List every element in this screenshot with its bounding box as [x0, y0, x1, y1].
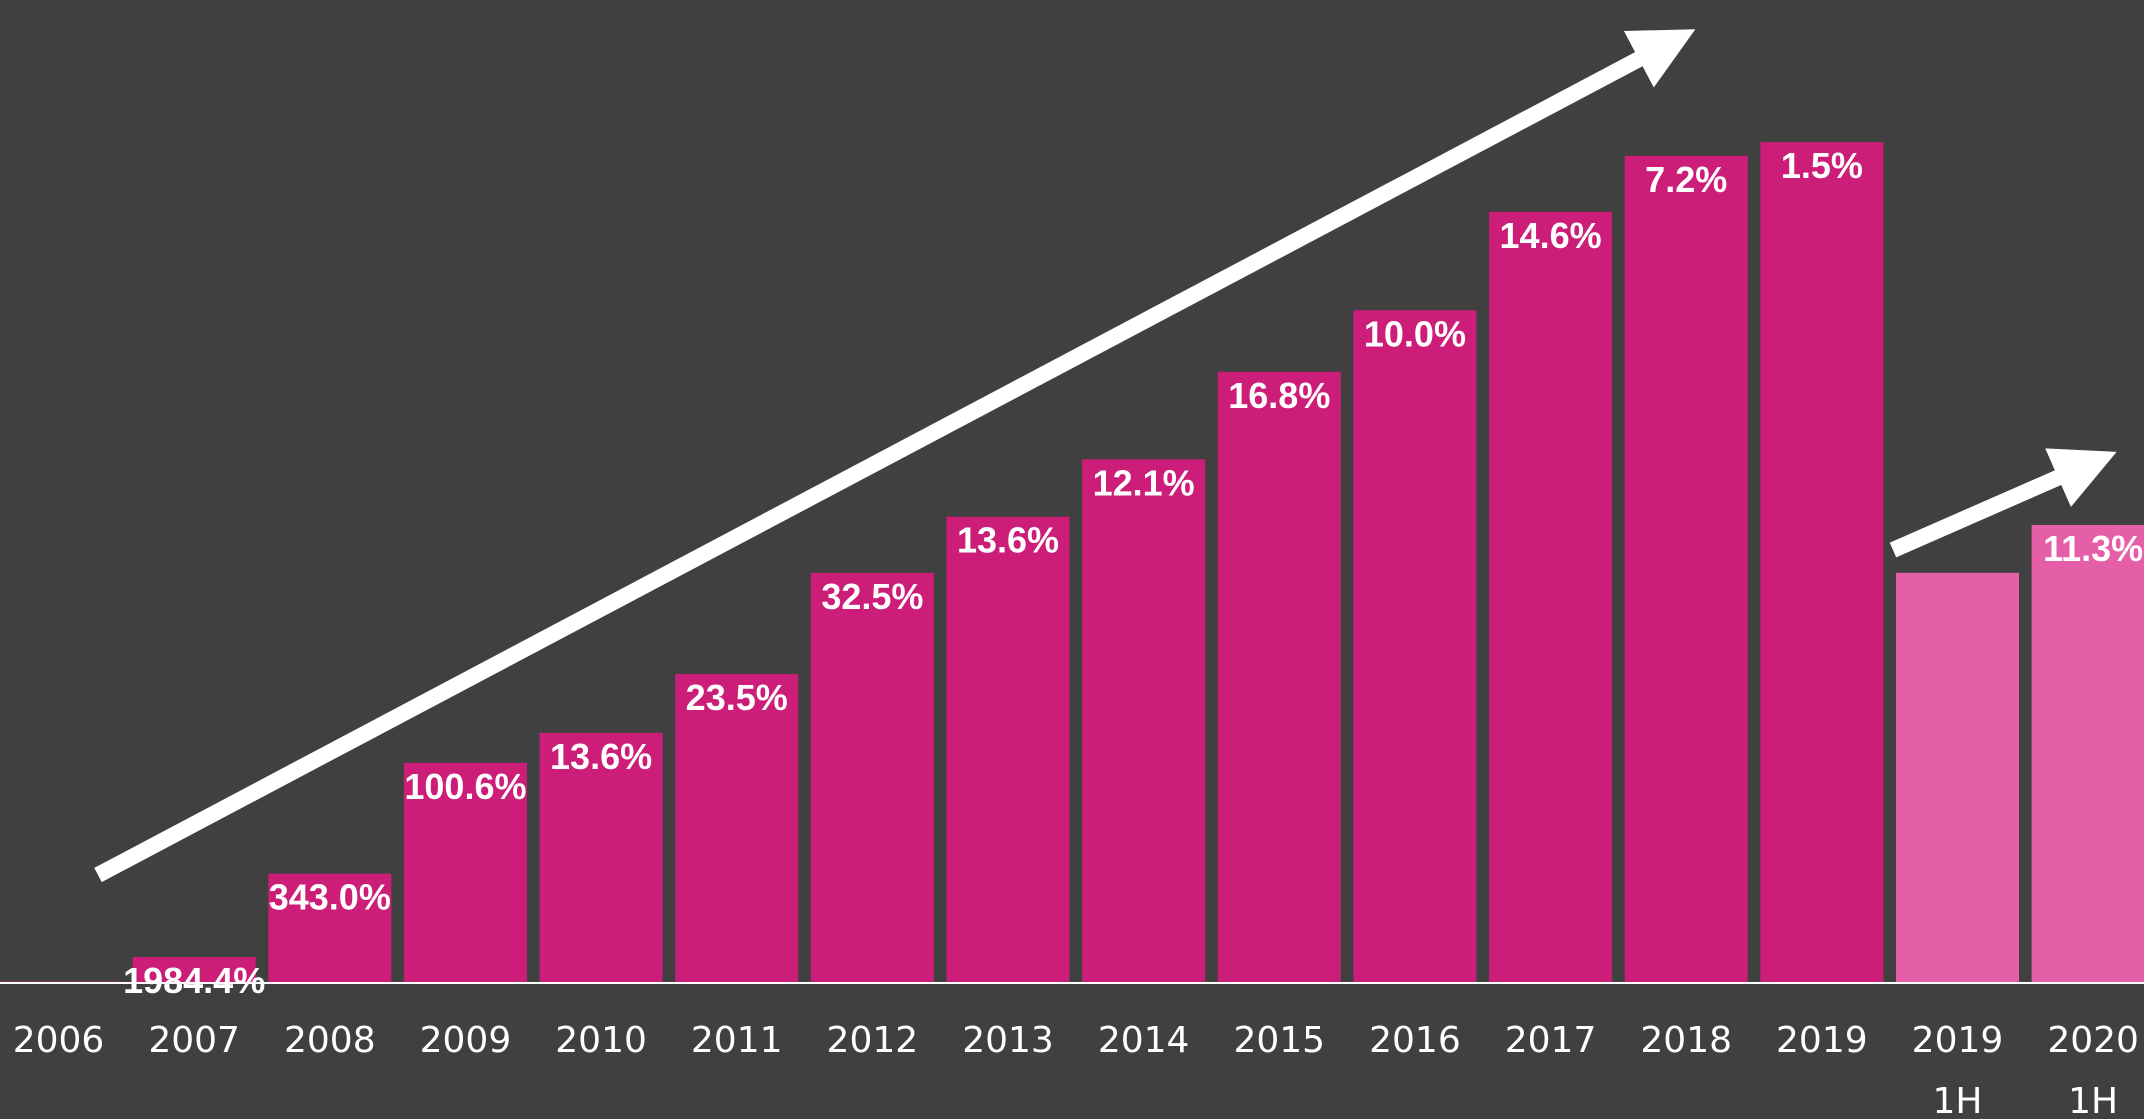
growth-label: 1984.4% [123, 960, 265, 1001]
bar [1489, 211, 1613, 983]
x-tick-label: 2011 [691, 1020, 783, 1061]
bar [1895, 572, 2020, 983]
bar [539, 732, 663, 983]
growth-label: 13.6% [957, 520, 1059, 561]
growth-label: 14.6% [1500, 215, 1602, 256]
growth-label: 16.8% [1228, 375, 1330, 416]
bar [132, 957, 256, 983]
x-tick-label: 2017 [1505, 1020, 1597, 1061]
x-tick-label: 2018 [1640, 1020, 1732, 1061]
bar [1760, 142, 1884, 983]
x-tick-label: 2019 [1776, 1020, 1868, 1061]
growth-label: 32.5% [821, 576, 923, 617]
bar [1624, 155, 1748, 983]
x-tick-sublabel: 1H [2068, 1081, 2118, 1119]
x-tick-label: 2016 [1369, 1020, 1461, 1061]
x-tick-sublabel: 1H [1933, 1081, 1983, 1119]
bars [0, 142, 2144, 984]
x-tick-label: 2007 [148, 1020, 240, 1061]
x-tick-label: 2015 [1233, 1020, 1325, 1061]
x-tick-label: 2010 [555, 1020, 647, 1061]
x-tick-label: 2006 [13, 1020, 105, 1061]
bar [946, 516, 1070, 983]
growth-label: 11.3% [2043, 528, 2143, 569]
bar [1217, 371, 1341, 984]
growth-label: 1.5% [1781, 145, 1863, 186]
growth-label: 100.6% [404, 766, 526, 807]
growth-label: 12.1% [1093, 462, 1195, 503]
bar [403, 762, 527, 983]
bar [268, 873, 392, 983]
growth-label: 7.2% [1645, 159, 1727, 200]
growth-label: 13.6% [550, 736, 652, 777]
growth-label: 343.0% [269, 877, 391, 918]
x-tick-label: 2012 [827, 1020, 919, 1061]
bar [2031, 524, 2144, 983]
bar [810, 572, 934, 983]
growth-label: 10.0% [1364, 313, 1466, 354]
trend-arrow [1889, 448, 2117, 558]
x-tick-label: 2009 [420, 1020, 512, 1061]
x-tick-label: 2014 [1098, 1020, 1190, 1061]
bar [1082, 459, 1206, 983]
bar [675, 673, 799, 983]
x-tick-label: 2019 [1912, 1020, 2004, 1061]
bar [1353, 310, 1477, 983]
x-tick-label: 2013 [962, 1020, 1054, 1061]
x-tick-label: 2008 [284, 1020, 376, 1061]
trend-arrow [94, 29, 1696, 883]
growth-label: 23.5% [686, 677, 788, 718]
x-tick-label: 2020 [2047, 1020, 2139, 1061]
